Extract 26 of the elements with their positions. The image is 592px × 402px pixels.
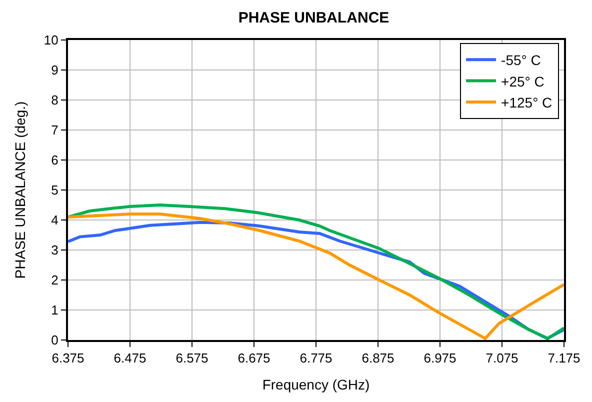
y-tick-label: 9	[51, 62, 58, 78]
x-tick-label: 6.875	[362, 350, 394, 366]
x-tick-label: 6.375	[52, 350, 84, 366]
y-axis-title: PHASE UNBALANCE (deg.)	[12, 101, 28, 279]
y-tick-label: 4	[51, 212, 58, 228]
y-tick-label: 1	[51, 302, 58, 318]
x-tick-label: 6.675	[238, 350, 270, 366]
x-tick-label: 7.175	[548, 350, 580, 366]
y-tick-label: 3	[51, 242, 58, 258]
y-tick-label: 2	[51, 272, 58, 288]
chart-title: PHASE UNBALANCE	[238, 10, 390, 27]
legend-label: -55° C	[501, 52, 541, 68]
x-axis-title: Frequency (GHz)	[262, 376, 370, 392]
y-tick-label: 0	[51, 332, 58, 348]
x-tick-label: 6.975	[424, 350, 456, 366]
legend-label: +25° C	[501, 73, 544, 90]
x-tick-label: 7.075	[486, 350, 518, 366]
legend-label: +125° C	[501, 94, 552, 110]
x-tick-label: 6.775	[300, 350, 332, 366]
y-tick-label: 7	[51, 122, 58, 138]
x-tick-label: 6.575	[176, 350, 208, 366]
y-tick-label: 8	[51, 92, 58, 108]
y-tick-label: 10	[44, 32, 58, 48]
y-tick-label: 6	[51, 152, 58, 168]
x-tick-label: 6.475	[114, 350, 146, 366]
y-tick-label: 5	[51, 182, 58, 198]
